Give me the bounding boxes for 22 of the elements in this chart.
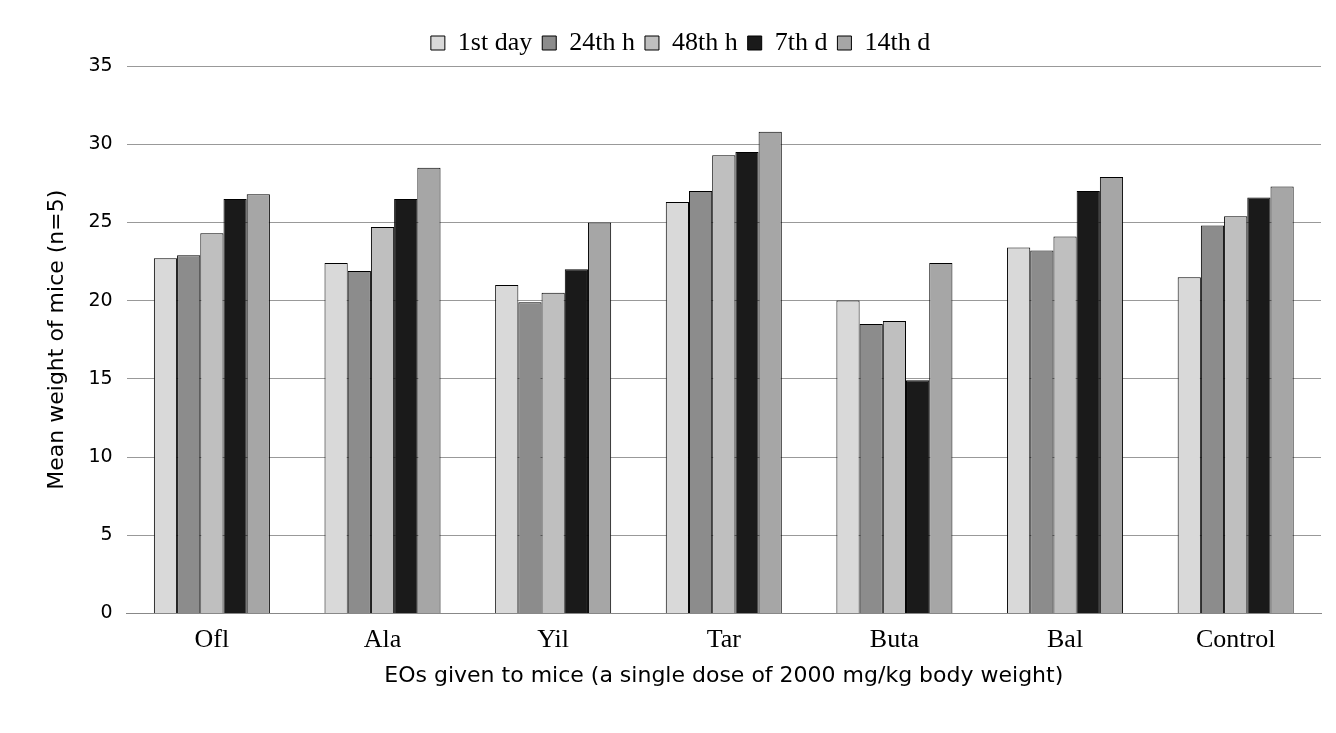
x-tick-label: Buta [869, 623, 920, 653]
y-tick-label: 10 [88, 443, 113, 466]
y-tick-label: 15 [88, 365, 113, 388]
y-tick-label: 30 [88, 131, 113, 154]
y-axis-title: Mean weight of mice (n=5) [42, 189, 68, 490]
x-tick-label: Ofl [194, 623, 230, 653]
legend-label: 24th h [569, 26, 635, 56]
x-tick-label: Ala [363, 623, 402, 653]
x-tick-label: Control [1195, 623, 1276, 653]
legend-label: 48th h [671, 26, 738, 56]
y-tick-label: 20 [88, 287, 113, 310]
legend-label: 7th d [774, 26, 828, 56]
y-tick-label: 0 [100, 600, 113, 623]
x-tick-label: Tar [706, 623, 742, 653]
y-tick-label: 5 [100, 522, 113, 545]
legend-label: 14th d [864, 26, 931, 56]
x-tick-label: Yil [537, 623, 570, 653]
legend-label: 1st day [457, 26, 533, 56]
y-tick-label: 35 [88, 52, 113, 75]
x-axis-title: EOs given to mice (a single dose of 2000 mg/kg body weight) [384, 661, 1064, 687]
x-tick-label: Bal [1047, 623, 1084, 653]
y-tick-label: 25 [88, 209, 113, 232]
